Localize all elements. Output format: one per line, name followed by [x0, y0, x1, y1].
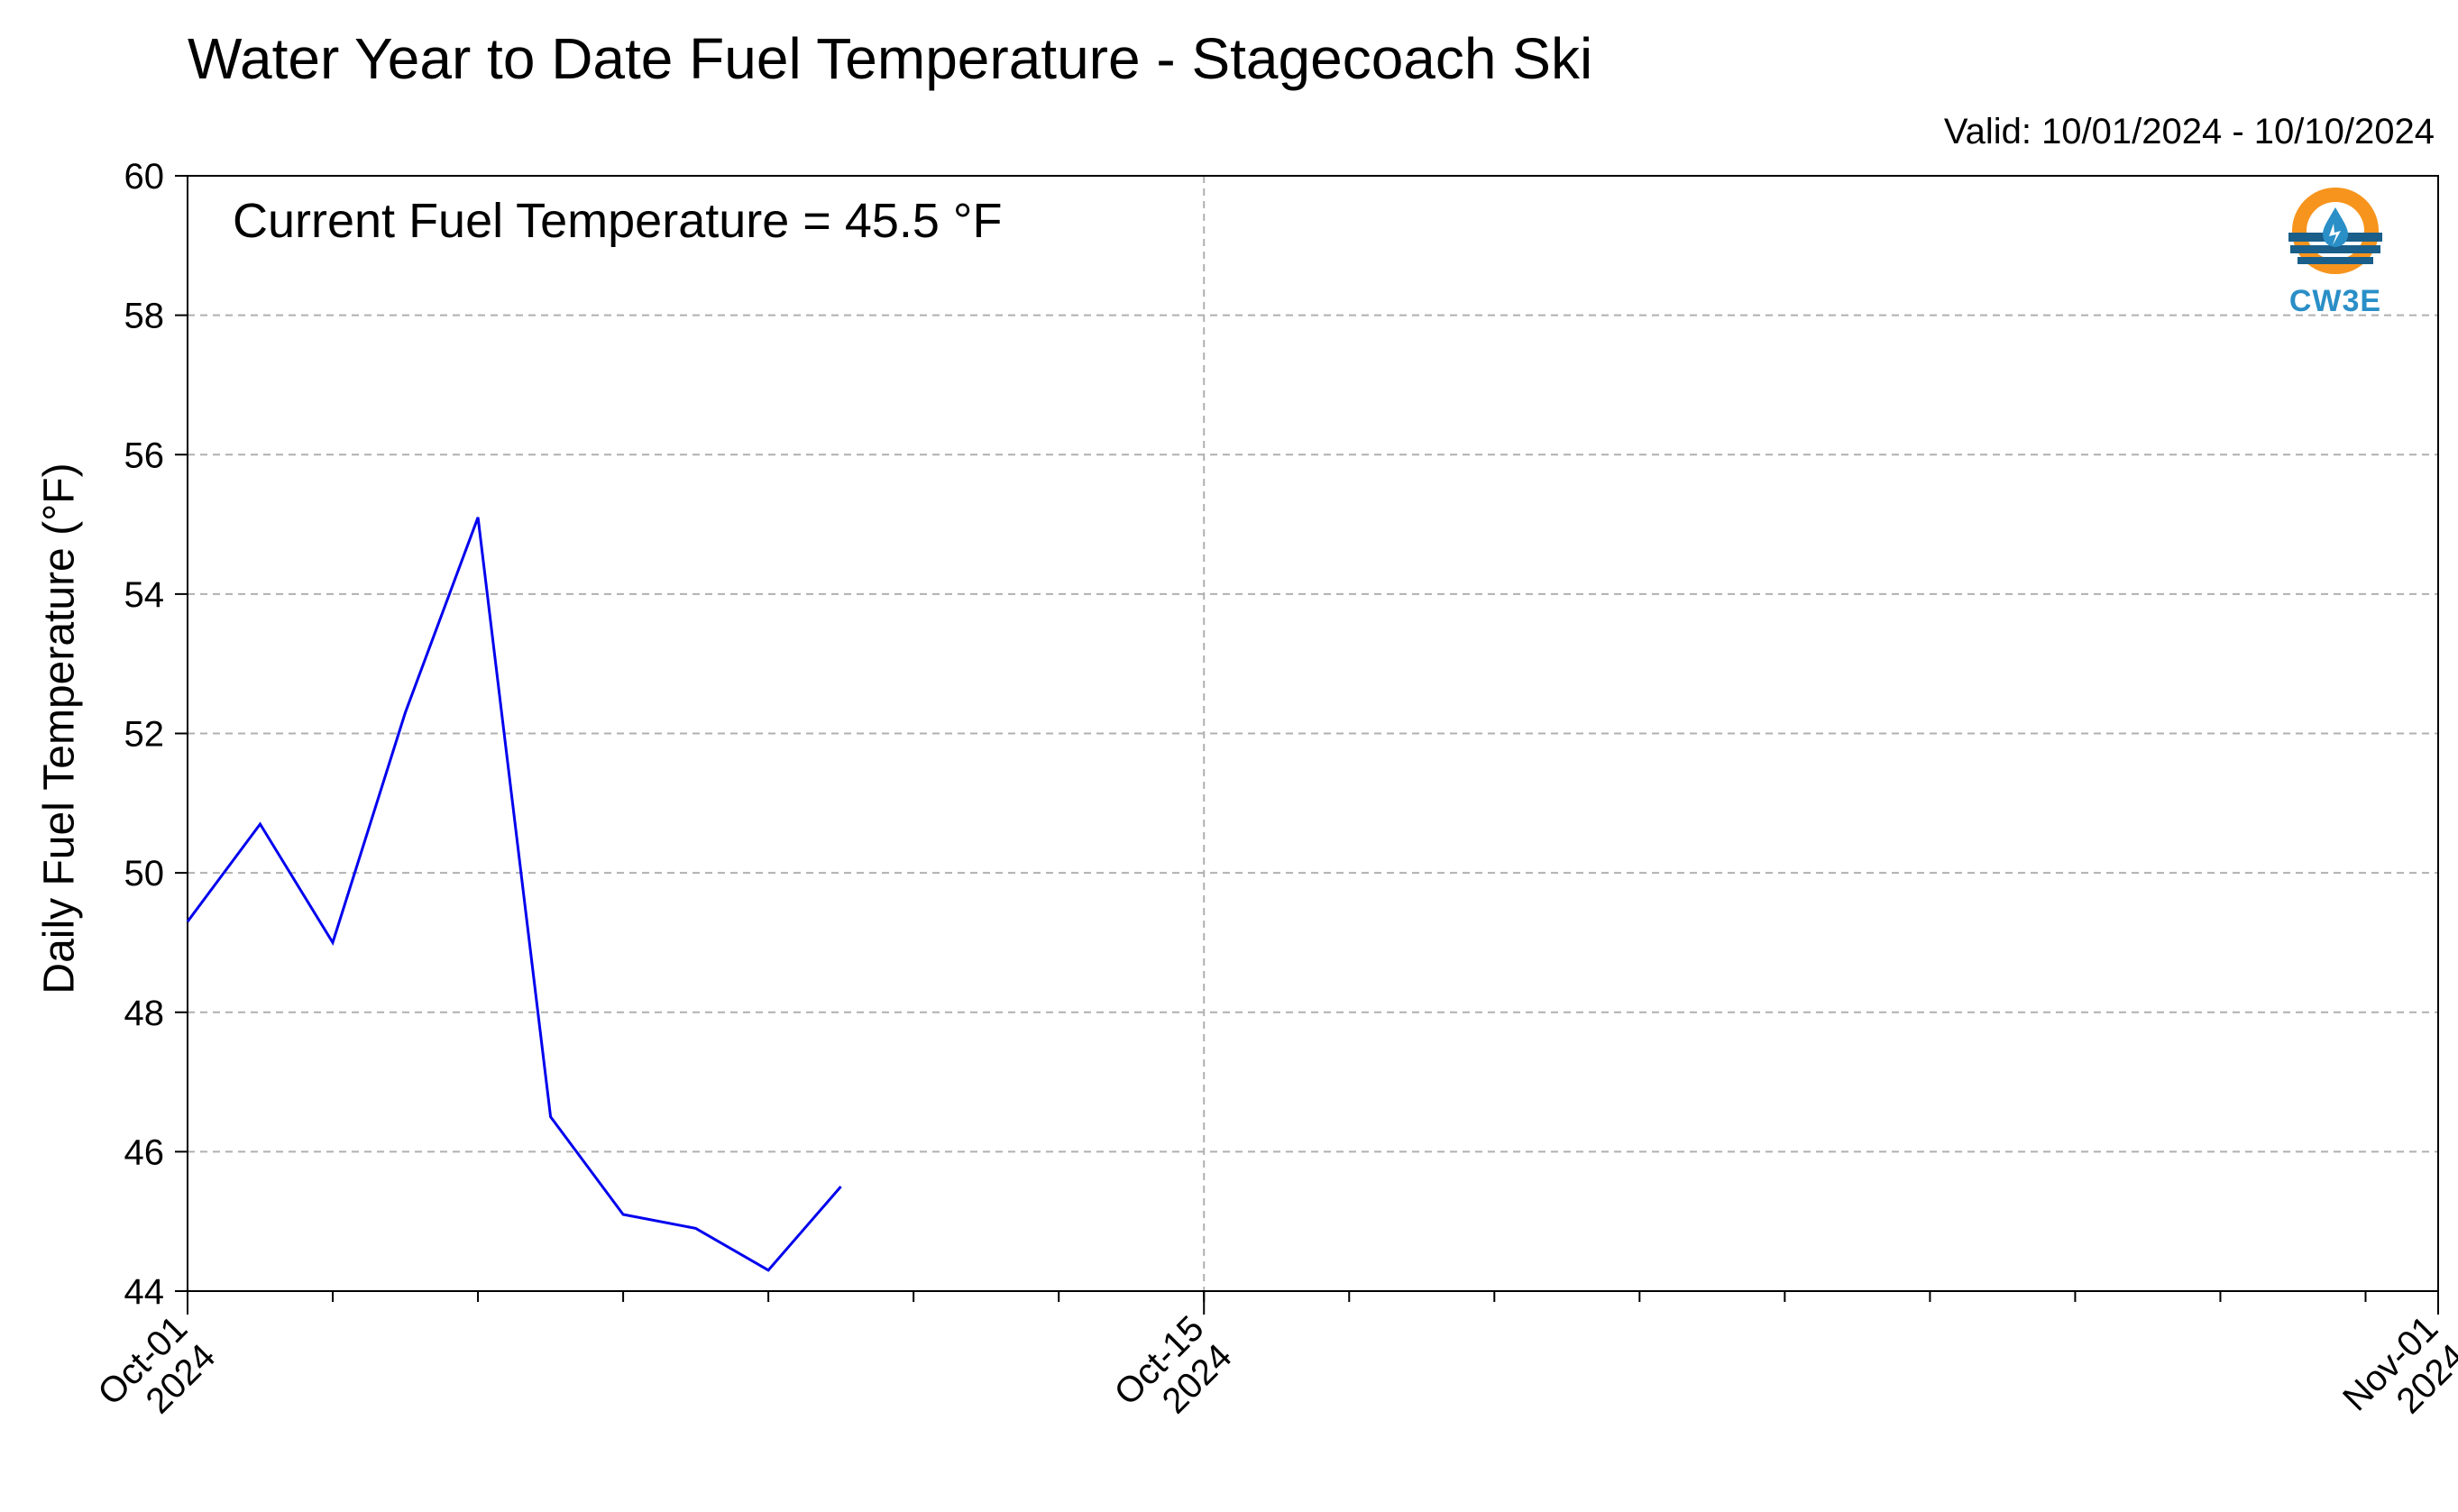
y-tick-label: 48 — [124, 994, 165, 1033]
y-tick-label: 54 — [124, 575, 165, 615]
cw3e-logo: CW3E — [2281, 186, 2389, 319]
cw3e-logo-icon — [2288, 188, 2382, 274]
y-tick-label: 46 — [124, 1132, 165, 1172]
y-tick-label: 56 — [124, 435, 165, 475]
current-temperature-annotation: Current Fuel Temperature = 45.5 °F — [233, 194, 1003, 248]
y-tick-label: 60 — [124, 157, 165, 197]
plot-area-frame — [187, 175, 2439, 1292]
x-tick-label: Oct-152024 — [1107, 1308, 1240, 1441]
valid-date-range: Valid: 10/01/2024 - 10/10/2024 — [1943, 112, 2435, 151]
x-tick-label: Oct-012024 — [90, 1308, 223, 1441]
y-tick-label: 44 — [124, 1272, 165, 1312]
cw3e-logo-text: CW3E — [2288, 284, 2382, 318]
y-tick-label: 58 — [124, 297, 165, 336]
x-tick-label: Nov-012024 — [2335, 1308, 2458, 1446]
fuel-temperature-line — [186, 517, 842, 1272]
y-tick-label: 50 — [124, 854, 165, 893]
y-axis-label: Daily Fuel Temperature (°F) — [35, 463, 84, 994]
chart-title: Water Year to Date Fuel Temperature - St… — [188, 26, 1593, 91]
y-tick-label: 52 — [124, 715, 165, 755]
